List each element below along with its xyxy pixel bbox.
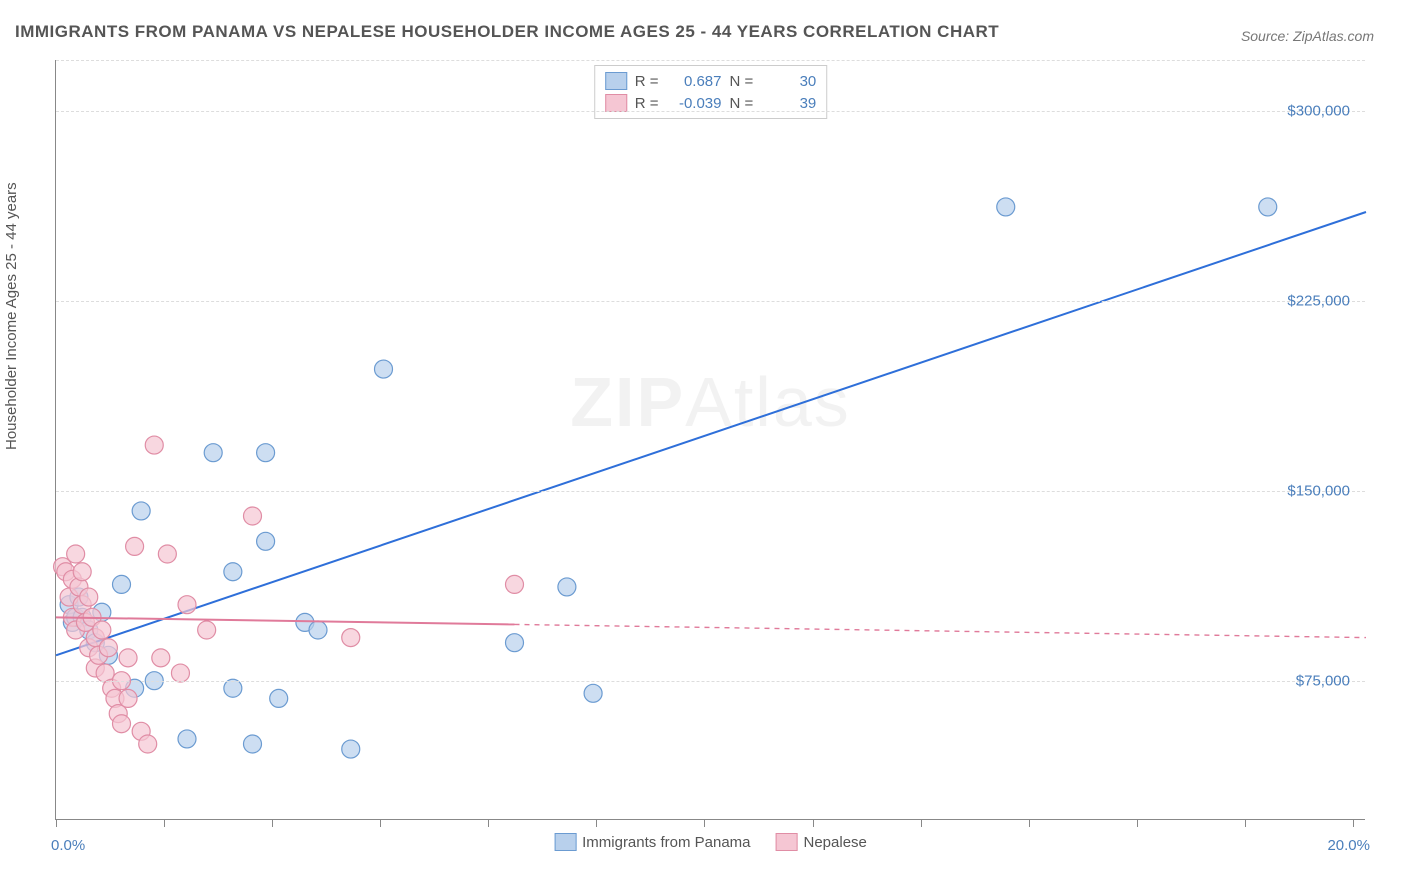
x-tick [704,819,705,827]
legend-n-label: N = [730,73,754,90]
y-tick-label: $75,000 [1296,672,1350,689]
x-tick [56,819,57,827]
data-point [224,563,242,581]
data-point [73,563,91,581]
legend-r-label: R = [635,95,659,112]
data-point [375,360,393,378]
x-tick [1245,819,1246,827]
chart-title: IMMIGRANTS FROM PANAMA VS NEPALESE HOUSE… [15,22,999,42]
swatch-panama [554,833,576,851]
gridline [56,301,1365,302]
data-point [113,715,131,733]
data-point [342,740,360,758]
x-tick [380,819,381,827]
data-point [99,639,117,657]
source-attribution: Source: ZipAtlas.com [1241,28,1374,44]
x-tick [1029,819,1030,827]
y-tick-label: $225,000 [1287,292,1350,309]
legend-item-panama: Immigrants from Panama [554,833,750,851]
data-point [126,537,144,555]
swatch-nepalese [776,833,798,851]
data-point [558,578,576,596]
chart-plot-area: ZIPAtlas R = 0.687 N = 30 R = -0.039 N =… [55,60,1365,820]
legend-n-value-panama: 30 [761,73,816,90]
x-axis-end-label: 20.0% [1327,837,1370,854]
legend-row-panama: R = 0.687 N = 30 [605,70,817,92]
data-point [67,545,85,563]
legend-r-value-nepalese: -0.039 [667,95,722,112]
data-point [145,436,163,454]
data-point [113,575,131,593]
data-point [139,735,157,753]
legend-item-nepalese: Nepalese [776,833,867,851]
gridline [56,60,1365,61]
x-tick [488,819,489,827]
data-point [80,588,98,606]
data-point [309,621,327,639]
swatch-nepalese [605,94,627,112]
data-point [152,649,170,667]
trend-line [56,212,1366,655]
gridline [56,681,1365,682]
y-axis-label: Householder Income Ages 25 - 44 years [3,182,20,450]
data-point [997,198,1015,216]
data-point [204,444,222,462]
legend-r-label: R = [635,73,659,90]
data-point [93,621,111,639]
x-axis-start-label: 0.0% [51,837,85,854]
x-tick [164,819,165,827]
legend-n-value-nepalese: 39 [761,95,816,112]
y-tick-label: $150,000 [1287,482,1350,499]
y-tick-label: $300,000 [1287,102,1350,119]
scatter-svg [56,60,1365,819]
trend-line-extrapolated [515,624,1367,637]
data-point [1259,198,1277,216]
x-tick [272,819,273,827]
data-point [198,621,216,639]
gridline [56,491,1365,492]
data-point [119,649,137,667]
gridline [56,111,1365,112]
x-tick [921,819,922,827]
series-legend: Immigrants from Panama Nepalese [554,833,867,851]
data-point [244,507,262,525]
data-point [506,634,524,652]
x-tick [596,819,597,827]
data-point [178,596,196,614]
data-point [270,689,288,707]
data-point [158,545,176,563]
data-point [342,629,360,647]
legend-label-panama: Immigrants from Panama [582,834,750,851]
data-point [506,575,524,593]
x-tick [1137,819,1138,827]
data-point [171,664,189,682]
legend-n-label: N = [730,95,754,112]
data-point [257,444,275,462]
legend-label-nepalese: Nepalese [804,834,867,851]
x-tick [1353,819,1354,827]
data-point [584,684,602,702]
data-point [257,532,275,550]
data-point [178,730,196,748]
data-point [224,679,242,697]
swatch-panama [605,72,627,90]
legend-r-value-panama: 0.687 [667,73,722,90]
x-tick [813,819,814,827]
data-point [119,689,137,707]
trend-line [56,617,515,624]
data-point [244,735,262,753]
data-point [132,502,150,520]
